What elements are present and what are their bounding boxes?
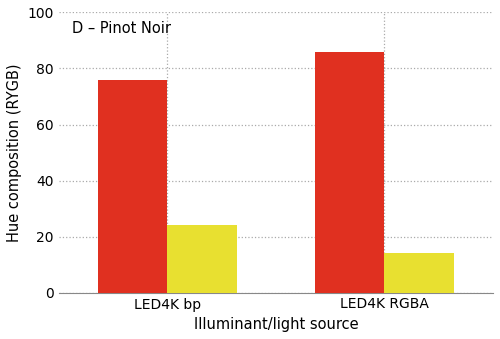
Bar <box>168 225 237 293</box>
Bar <box>384 254 454 293</box>
Bar <box>98 80 168 293</box>
Y-axis label: Hue composition (RYGB): Hue composition (RYGB) <box>7 63 22 242</box>
Text: D – Pinot Noir: D – Pinot Noir <box>72 21 171 36</box>
Bar <box>315 52 384 293</box>
X-axis label: Illuminant/light source: Illuminant/light source <box>194 317 358 332</box>
